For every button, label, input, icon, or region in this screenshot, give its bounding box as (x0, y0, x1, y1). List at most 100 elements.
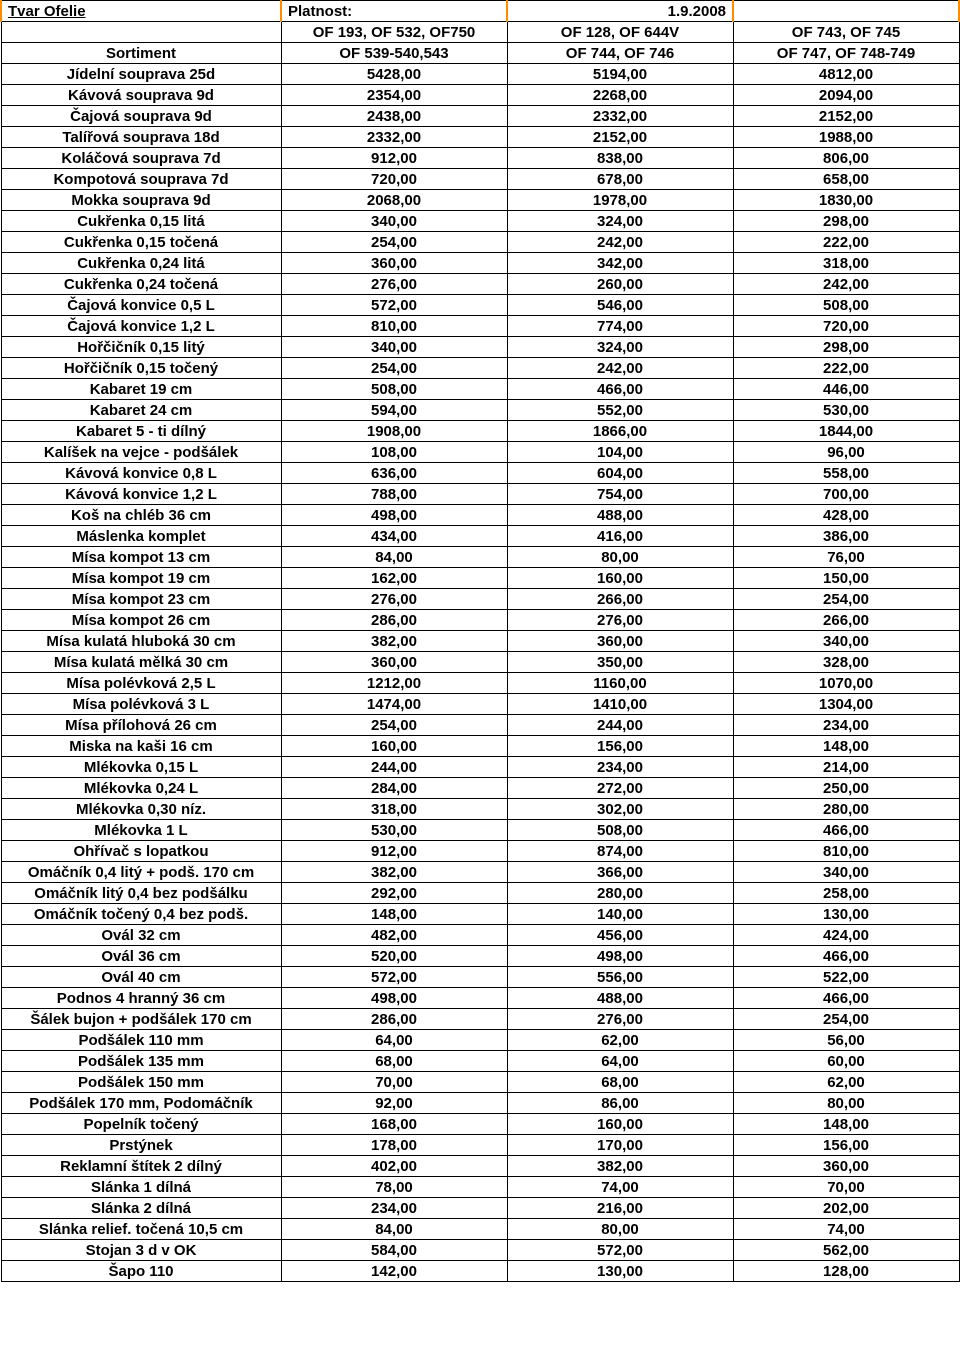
item-name: Podšálek 150 mm (1, 1072, 281, 1093)
item-name: Prstýnek (1, 1135, 281, 1156)
price-cell: 360,00 (281, 652, 507, 673)
price-cell: 202,00 (733, 1198, 959, 1219)
price-cell: 572,00 (507, 1240, 733, 1261)
price-cell: 254,00 (733, 1009, 959, 1030)
item-name: Mlékovka 1 L (1, 820, 281, 841)
price-cell: 148,00 (733, 736, 959, 757)
item-name: Omáčník 0,4 litý + podš. 170 cm (1, 862, 281, 883)
header-row-3: Sortiment OF 539-540,543 OF 744, OF 746 … (1, 43, 959, 64)
price-cell: 324,00 (507, 211, 733, 232)
price-cell: 508,00 (733, 295, 959, 316)
price-cell: 1160,00 (507, 673, 733, 694)
price-cell: 84,00 (281, 1219, 507, 1240)
empty-cell (733, 1, 959, 22)
item-name: Mísa kulatá mělká 30 cm (1, 652, 281, 673)
table-row: Čajová souprava 9d2438,002332,002152,00 (1, 106, 959, 127)
price-cell: 604,00 (507, 463, 733, 484)
price-cell: 2068,00 (281, 190, 507, 211)
table-row: Cukřenka 0,24 litá360,00342,00318,00 (1, 253, 959, 274)
price-cell: 466,00 (733, 988, 959, 1009)
item-name: Ovál 36 cm (1, 946, 281, 967)
price-cell: 498,00 (281, 988, 507, 1009)
platnost-label: Platnost: (281, 1, 507, 22)
table-row: Cukřenka 0,15 litá340,00324,00298,00 (1, 211, 959, 232)
table-row: Čajová konvice 1,2 L810,00774,00720,00 (1, 316, 959, 337)
table-row: Mísa kulatá mělká 30 cm360,00350,00328,0… (1, 652, 959, 673)
table-row: Mísa kompot 13 cm84,0080,0076,00 (1, 547, 959, 568)
price-cell: 318,00 (733, 253, 959, 274)
price-cell: 1070,00 (733, 673, 959, 694)
price-cell: 382,00 (281, 862, 507, 883)
price-cell: 488,00 (507, 988, 733, 1009)
price-cell: 328,00 (733, 652, 959, 673)
price-cell: 1474,00 (281, 694, 507, 715)
platnost-value: 1.9.2008 (507, 1, 733, 22)
table-row: Mokka souprava 9d2068,001978,001830,00 (1, 190, 959, 211)
table-row: Mlékovka 0,15 L244,00234,00214,00 (1, 757, 959, 778)
title-cell: Tvar Ofelie (1, 1, 281, 22)
price-cell: 1212,00 (281, 673, 507, 694)
price-cell: 810,00 (733, 841, 959, 862)
price-cell: 1988,00 (733, 127, 959, 148)
price-cell: 104,00 (507, 442, 733, 463)
price-cell: 912,00 (281, 148, 507, 169)
price-cell: 92,00 (281, 1093, 507, 1114)
price-cell: 168,00 (281, 1114, 507, 1135)
price-cell: 156,00 (733, 1135, 959, 1156)
price-cell: 466,00 (733, 820, 959, 841)
col3-line2: OF 747, OF 748-749 (733, 43, 959, 64)
table-row: Miska na kaši 16 cm160,00156,00148,00 (1, 736, 959, 757)
table-row: Reklamní štítek 2 dílný402,00382,00360,0… (1, 1156, 959, 1177)
item-name: Omáčník točený 0,4 bez podš. (1, 904, 281, 925)
price-cell: 96,00 (733, 442, 959, 463)
price-cell: 178,00 (281, 1135, 507, 1156)
table-row: Šálek bujon + podšálek 170 cm286,00276,0… (1, 1009, 959, 1030)
item-name: Podšálek 110 mm (1, 1030, 281, 1051)
table-row: Omáčník točený 0,4 bez podš.148,00140,00… (1, 904, 959, 925)
price-cell: 636,00 (281, 463, 507, 484)
price-cell: 1978,00 (507, 190, 733, 211)
price-cell: 720,00 (281, 169, 507, 190)
price-cell: 522,00 (733, 967, 959, 988)
price-cell: 788,00 (281, 484, 507, 505)
sortiment-label: Sortiment (1, 43, 281, 64)
price-cell: 242,00 (507, 358, 733, 379)
table-row: Ovál 40 cm572,00556,00522,00 (1, 967, 959, 988)
price-cell: 284,00 (281, 778, 507, 799)
item-name: Kompotová souprava 7d (1, 169, 281, 190)
col1-line2: OF 539-540,543 (281, 43, 507, 64)
price-cell: 242,00 (507, 232, 733, 253)
item-name: Slánka 1 dílná (1, 1177, 281, 1198)
price-cell: 70,00 (733, 1177, 959, 1198)
table-row: Koš na chléb 36 cm498,00488,00428,00 (1, 505, 959, 526)
item-name: Mlékovka 0,15 L (1, 757, 281, 778)
item-name: Ovál 32 cm (1, 925, 281, 946)
price-cell: 276,00 (281, 589, 507, 610)
table-row: Mísa kompot 23 cm276,00266,00254,00 (1, 589, 959, 610)
table-row: Talířová souprava 18d2332,002152,001988,… (1, 127, 959, 148)
item-name: Čajová souprava 9d (1, 106, 281, 127)
price-cell: 350,00 (507, 652, 733, 673)
item-name: Cukřenka 0,15 točená (1, 232, 281, 253)
price-cell: 292,00 (281, 883, 507, 904)
table-row: Mísa kompot 19 cm162,00160,00150,00 (1, 568, 959, 589)
price-cell: 482,00 (281, 925, 507, 946)
item-name: Mlékovka 0,30 níz. (1, 799, 281, 820)
table-row: Prstýnek178,00170,00156,00 (1, 1135, 959, 1156)
item-name: Šapo 110 (1, 1261, 281, 1282)
price-cell: 254,00 (733, 589, 959, 610)
price-cell: 242,00 (733, 274, 959, 295)
price-cell: 340,00 (281, 211, 507, 232)
item-name: Kávová konvice 0,8 L (1, 463, 281, 484)
table-row: Kávová konvice 1,2 L788,00754,00700,00 (1, 484, 959, 505)
price-cell: 280,00 (733, 799, 959, 820)
item-name: Šálek bujon + podšálek 170 cm (1, 1009, 281, 1030)
item-name: Mlékovka 0,24 L (1, 778, 281, 799)
header-spacer (1, 22, 281, 43)
table-row: Podšálek 150 mm70,0068,0062,00 (1, 1072, 959, 1093)
item-name: Mísa kompot 26 cm (1, 610, 281, 631)
table-row: Kávová souprava 9d2354,002268,002094,00 (1, 85, 959, 106)
price-cell: 402,00 (281, 1156, 507, 1177)
table-row: Mísa polévková 2,5 L1212,001160,001070,0… (1, 673, 959, 694)
table-row: Kávová konvice 0,8 L636,00604,00558,00 (1, 463, 959, 484)
